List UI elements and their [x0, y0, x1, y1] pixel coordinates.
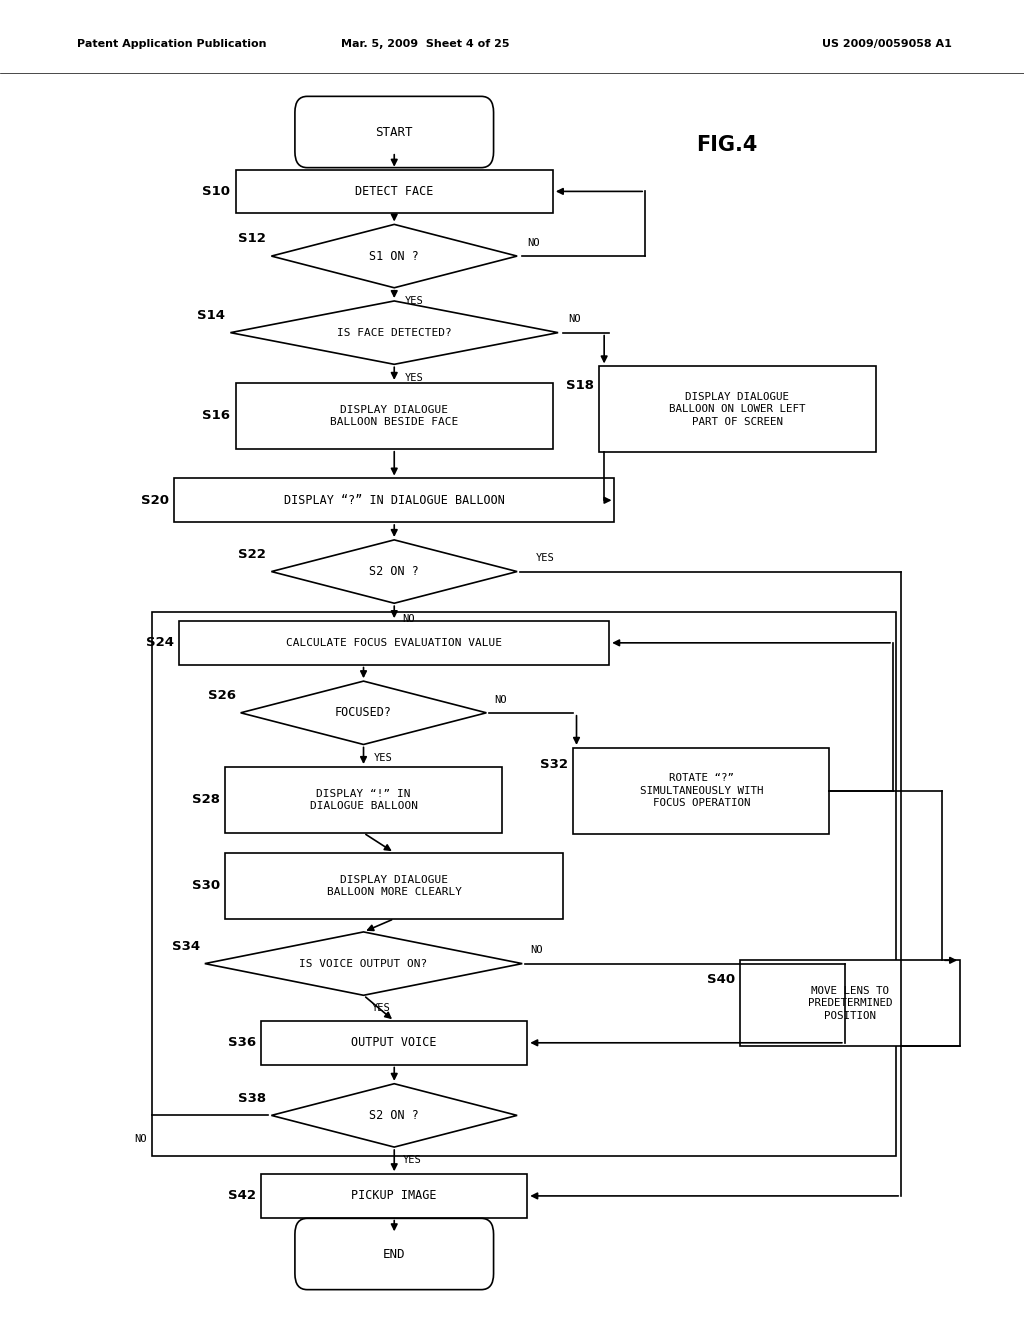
Text: S16: S16 [203, 409, 230, 422]
Text: S20: S20 [141, 494, 169, 507]
FancyBboxPatch shape [236, 383, 553, 449]
Text: S14: S14 [198, 309, 225, 322]
Text: S30: S30 [193, 879, 220, 892]
FancyBboxPatch shape [573, 747, 829, 834]
FancyBboxPatch shape [179, 622, 609, 665]
Text: S40: S40 [707, 973, 734, 986]
Text: S26: S26 [208, 689, 236, 702]
Polygon shape [241, 681, 486, 744]
Text: YES: YES [536, 553, 554, 564]
Text: Mar. 5, 2009  Sheet 4 of 25: Mar. 5, 2009 Sheet 4 of 25 [341, 38, 509, 49]
Text: NO: NO [495, 694, 507, 705]
Text: S10: S10 [203, 185, 230, 198]
FancyBboxPatch shape [261, 1175, 527, 1217]
Text: START: START [376, 125, 413, 139]
Text: S1 ON ?: S1 ON ? [370, 249, 419, 263]
FancyBboxPatch shape [236, 169, 553, 214]
Text: S24: S24 [146, 636, 174, 649]
Text: S42: S42 [228, 1189, 256, 1203]
Text: S34: S34 [172, 940, 200, 953]
Text: S12: S12 [239, 232, 266, 246]
FancyBboxPatch shape [295, 96, 494, 168]
Text: IS FACE DETECTED?: IS FACE DETECTED? [337, 327, 452, 338]
Text: YES: YES [404, 296, 423, 306]
Text: PICKUP IMAGE: PICKUP IMAGE [351, 1189, 437, 1203]
Text: ROTATE “?”
SIMULTANEOUSLY WITH
FOCUS OPERATION: ROTATE “?” SIMULTANEOUSLY WITH FOCUS OPE… [640, 774, 763, 808]
Polygon shape [271, 224, 517, 288]
Text: S22: S22 [239, 548, 266, 561]
FancyBboxPatch shape [739, 961, 959, 1045]
Polygon shape [205, 932, 522, 995]
FancyBboxPatch shape [295, 1218, 494, 1290]
FancyBboxPatch shape [599, 367, 876, 451]
Polygon shape [271, 1084, 517, 1147]
Polygon shape [230, 301, 558, 364]
Text: CALCULATE FOCUS EVALUATION VALUE: CALCULATE FOCUS EVALUATION VALUE [287, 638, 502, 648]
Text: S18: S18 [566, 379, 594, 392]
Text: DISPLAY “?” IN DIALOGUE BALLOON: DISPLAY “?” IN DIALOGUE BALLOON [284, 494, 505, 507]
Text: NO: NO [568, 314, 581, 325]
Text: FIG.4: FIG.4 [696, 135, 758, 156]
Text: OUTPUT VOICE: OUTPUT VOICE [351, 1036, 437, 1049]
Text: YES: YES [402, 1155, 421, 1166]
Text: NO: NO [402, 614, 415, 624]
Text: DISPLAY DIALOGUE
BALLOON MORE CLEARLY: DISPLAY DIALOGUE BALLOON MORE CLEARLY [327, 875, 462, 896]
FancyBboxPatch shape [225, 767, 502, 833]
Text: END: END [383, 1247, 406, 1261]
FancyBboxPatch shape [174, 478, 614, 521]
Polygon shape [271, 540, 517, 603]
Text: S38: S38 [239, 1092, 266, 1105]
FancyBboxPatch shape [152, 612, 896, 1156]
Text: YES: YES [372, 1003, 390, 1014]
Text: S2 ON ?: S2 ON ? [370, 1109, 419, 1122]
Text: NO: NO [134, 1134, 146, 1144]
Text: DISPLAY DIALOGUE
BALLOON BESIDE FACE: DISPLAY DIALOGUE BALLOON BESIDE FACE [330, 405, 459, 426]
FancyBboxPatch shape [261, 1022, 527, 1064]
Text: S36: S36 [228, 1036, 256, 1049]
Text: S28: S28 [193, 793, 220, 807]
Text: MOVE LENS TO
PREDETERMINED
POSITION: MOVE LENS TO PREDETERMINED POSITION [808, 986, 892, 1020]
Text: NO: NO [530, 945, 543, 956]
Text: YES: YES [404, 372, 423, 383]
Text: IS VOICE OUTPUT ON?: IS VOICE OUTPUT ON? [299, 958, 428, 969]
FancyBboxPatch shape [225, 853, 563, 919]
Text: US 2009/0059058 A1: US 2009/0059058 A1 [822, 38, 952, 49]
Text: FOCUSED?: FOCUSED? [335, 706, 392, 719]
Text: S2 ON ?: S2 ON ? [370, 565, 419, 578]
Text: NO: NO [527, 238, 540, 248]
Text: DISPLAY “!” IN
DIALOGUE BALLOON: DISPLAY “!” IN DIALOGUE BALLOON [309, 789, 418, 810]
Text: DISPLAY DIALOGUE
BALLOON ON LOWER LEFT
PART OF SCREEN: DISPLAY DIALOGUE BALLOON ON LOWER LEFT P… [669, 392, 806, 426]
Text: DETECT FACE: DETECT FACE [355, 185, 433, 198]
Text: S32: S32 [541, 758, 568, 771]
Text: Patent Application Publication: Patent Application Publication [77, 38, 266, 49]
Text: YES: YES [374, 752, 392, 763]
